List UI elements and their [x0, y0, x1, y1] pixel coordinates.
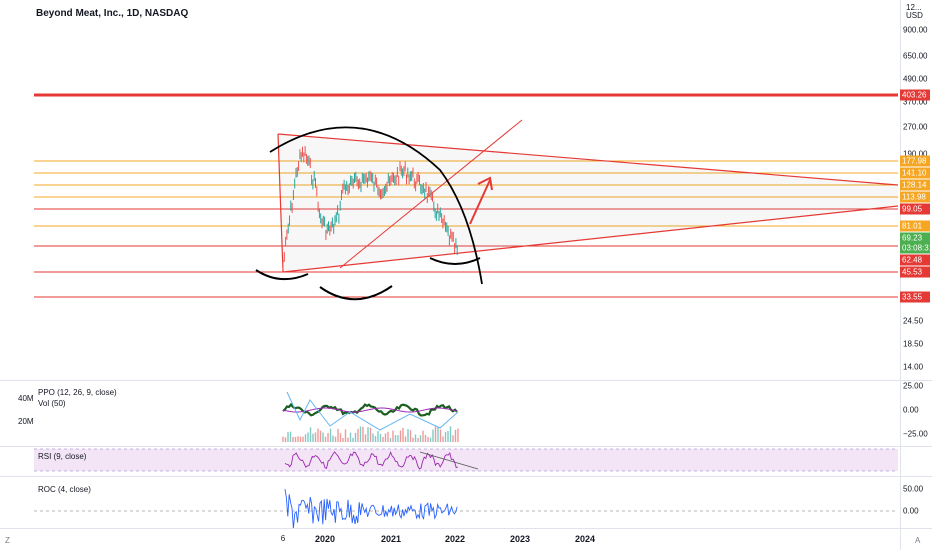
wedge-upper-line [277, 133, 899, 186]
currency-top: 12... [906, 3, 922, 12]
symbol-title[interactable]: Beyond Meat, Inc., 1D, NASDAQ [36, 8, 189, 19]
price-tick: 14.00 [903, 362, 924, 372]
auto-scale-toggle[interactable]: A [915, 536, 921, 545]
time-tick: 2024 [574, 534, 596, 544]
ppo-axis-tick: 25.00 [903, 381, 924, 391]
right-shoulder-curve [429, 257, 481, 265]
last-price-badge: 69.23 [900, 232, 930, 244]
price-tick: 490.00 [903, 74, 928, 84]
price-tick: 900.00 [903, 25, 928, 35]
wedge-fill [278, 134, 898, 272]
dome-curve [269, 126, 483, 285]
level-badge: 45.53 [900, 266, 930, 278]
level-badge: 141.10 [900, 167, 930, 179]
ppo-legend[interactable]: PPO (12, 26, 9, close) [38, 388, 117, 397]
price-tick: 270.00 [903, 122, 928, 132]
volume-ma-line [286, 391, 459, 431]
price-tick: 650.00 [903, 51, 928, 61]
level-badge: 403.26 [900, 89, 930, 101]
price-tick: 18.50 [903, 339, 924, 349]
time-tick: 2021 [380, 534, 402, 544]
price-tick: 190.00 [903, 149, 928, 159]
roc-axis-tick: 0.00 [903, 506, 919, 516]
rsi-legend[interactable]: RSI (9, close) [38, 452, 87, 461]
ppo-axis-tick: 0.00 [903, 405, 919, 415]
level-badge: 128.14 [900, 179, 930, 191]
chart-area[interactable] [0, 0, 900, 550]
roc-legend[interactable]: ROC (4, close) [38, 485, 91, 494]
pane-separator[interactable] [0, 528, 932, 529]
vol-legend[interactable]: Vol (50) [38, 399, 66, 408]
log-scale-toggle[interactable]: Z [5, 536, 10, 545]
wedge-left-edge [277, 133, 284, 273]
rsi-band [34, 449, 898, 471]
rsi-trendline [419, 451, 479, 470]
level-badge: 62.48 [900, 254, 930, 266]
currency-code: USD [906, 11, 923, 20]
left-shoulder-curve [255, 269, 309, 281]
arrow-head [477, 176, 493, 191]
ppo-axis-tick: −25.00 [903, 429, 928, 439]
time-tick: 2023 [509, 534, 531, 544]
level-badge: 99.05 [900, 203, 930, 215]
roc-line [284, 489, 458, 529]
wedge-lower-line [282, 205, 899, 273]
ppo-signal-line [282, 407, 458, 413]
price-tick: 370.00 [903, 97, 928, 107]
countdown-badge: 03:08:31 [900, 242, 930, 254]
time-tick: 6 [280, 534, 286, 543]
vol-axis-tick: 20M [18, 417, 34, 426]
level-badge: 81.01 [900, 220, 930, 232]
roc-axis-tick: 50.00 [903, 484, 924, 494]
time-tick: 2020 [314, 534, 336, 544]
pane-separator[interactable] [0, 476, 932, 477]
ppo-line [282, 402, 458, 417]
price-tick: 24.50 [903, 316, 924, 326]
level-badge: 177.98 [900, 155, 930, 167]
currency-label[interactable]: 12... USD [906, 4, 923, 20]
pane-separator[interactable] [0, 446, 932, 447]
vol-axis-tick: 40M [18, 394, 34, 403]
level-badge: 33.55 [900, 291, 930, 303]
pane-separator[interactable] [0, 380, 932, 381]
time-tick: 2022 [444, 534, 466, 544]
level-badge: 113.98 [900, 191, 930, 203]
arrow-shaft [469, 179, 491, 225]
head-curve [319, 285, 393, 301]
